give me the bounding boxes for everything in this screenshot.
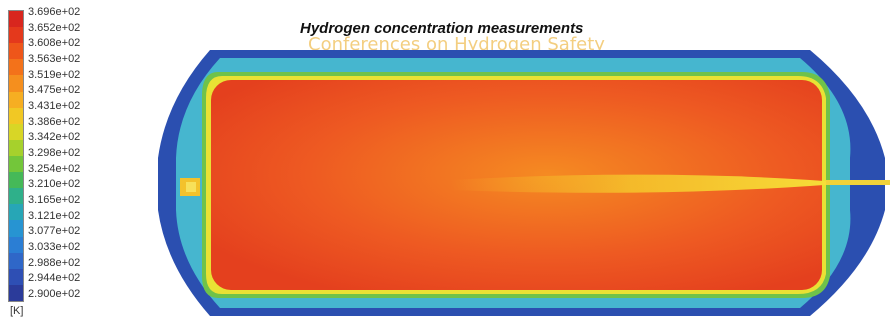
legend-swatch: [9, 204, 23, 221]
legend-swatch: [9, 59, 23, 76]
legend-swatch: [9, 284, 23, 301]
legend-swatch: [9, 11, 23, 28]
legend-swatch: [9, 220, 23, 237]
right-nozzle: [826, 180, 890, 185]
legend-tick-label: 3.696e+02: [28, 6, 81, 18]
legend-tick-label: 3.652e+02: [28, 21, 81, 34]
legend-swatch: [9, 188, 23, 205]
legend-swatch: [9, 27, 23, 44]
legend-swatch: [9, 172, 23, 189]
legend-tick-label: 3.033e+02: [28, 240, 81, 253]
legend-swatch: [9, 75, 23, 92]
legend-tick-label: 3.386e+02: [28, 115, 81, 128]
legend-tick-label: 2.988e+02: [28, 256, 81, 269]
legend-tick-label: 3.475e+02: [28, 84, 81, 97]
legend-tick-label: 3.608e+02: [28, 37, 81, 50]
legend-swatch: [9, 139, 23, 156]
legend-colorbar: [8, 10, 24, 302]
legend-swatch: [9, 107, 23, 124]
jet-plume: [450, 174, 850, 193]
legend-tick-label: 2.944e+02: [28, 272, 81, 285]
legend-tick-label: 3.254e+02: [28, 162, 81, 175]
legend-swatch: [9, 123, 23, 140]
legend-tick-label: 3.077e+02: [28, 225, 81, 238]
figure-title: Hydrogen concentration measurements: [300, 20, 584, 37]
legend-tick-label: 3.563e+02: [28, 52, 81, 65]
legend-swatch: [9, 43, 23, 60]
legend-swatch: [9, 268, 23, 285]
legend-tick-label: 3.210e+02: [28, 178, 81, 191]
legend-tick-label: 3.165e+02: [28, 193, 81, 206]
legend-tick-label: 3.342e+02: [28, 131, 81, 144]
legend-swatch: [9, 252, 23, 269]
legend-swatch: [9, 91, 23, 108]
legend-tick-label: 3.121e+02: [28, 209, 81, 222]
temperature-contour-plot: [158, 50, 890, 316]
legend-tick-label: 3.298e+02: [28, 146, 81, 159]
legend-swatch: [9, 236, 23, 253]
left-nozzle-core: [186, 182, 196, 192]
temperature-legend: 3.696e+02 3.652e+02 3.608e+02 3.563e+02 3.51…: [0, 0, 150, 326]
legend-tick-label: 2.900e+02: [28, 287, 81, 300]
legend-tick-labels: 3.696e+02 3.652e+02 3.608e+02 3.563e+02 3.51…: [28, 6, 80, 300]
watermark-text: Conferences on Hydrogen Safety: [308, 34, 605, 55]
legend-tick-label: 3.431e+02: [28, 99, 81, 112]
legend-tick-label: 3.519e+02: [28, 68, 81, 81]
legend-unit-label: [K]: [10, 305, 24, 317]
legend-swatch: [9, 155, 23, 173]
